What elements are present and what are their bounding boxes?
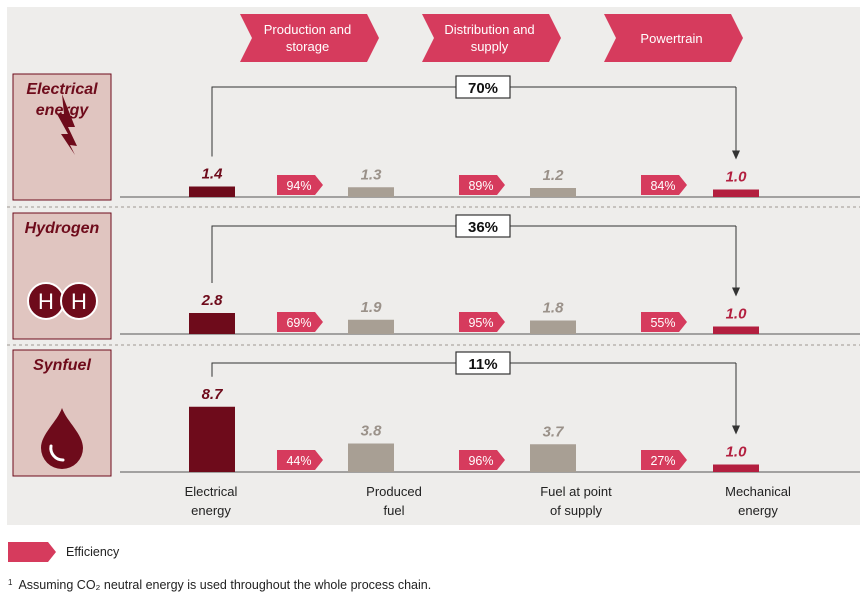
overall-efficiency-label: 36% xyxy=(468,219,498,236)
efficiency-arrow xyxy=(641,175,687,195)
stage-label: supply xyxy=(471,39,509,54)
row-title: Synfuel xyxy=(33,357,91,374)
value-label: 1.8 xyxy=(543,300,565,317)
overall-arrowhead xyxy=(732,287,740,297)
category-label: energy xyxy=(191,503,231,518)
efficiency-label: 95% xyxy=(468,316,493,330)
row-label-box xyxy=(12,73,112,201)
legend-efficiency-swatch xyxy=(8,542,56,562)
row-title: Hydrogen xyxy=(25,220,100,237)
row-label-box xyxy=(12,212,112,340)
footnote-text: Assuming CO₂ neutral energy is used thro… xyxy=(18,578,432,592)
efficiency-label: 84% xyxy=(650,179,675,193)
efficiency-label: 55% xyxy=(650,316,675,330)
value-label: 1.2 xyxy=(543,167,565,184)
bar-electrical-energy xyxy=(189,186,235,197)
overall-efficiency-label: 70% xyxy=(468,80,498,97)
category-label: fuel xyxy=(384,503,405,518)
efficiency-label: 94% xyxy=(286,179,311,193)
efficiency-arrow xyxy=(641,312,687,332)
overall-connector xyxy=(211,225,456,283)
hydrogen-molecule-icon xyxy=(60,282,98,320)
chart: Production and storage Distribution and sup… xyxy=(7,14,860,518)
value-label: 1.9 xyxy=(361,299,383,316)
bar-fuel-at-point-of-supply xyxy=(530,188,576,197)
value-label: 1.4 xyxy=(202,166,224,183)
stage-arrow-distribution-and-supply xyxy=(422,14,561,62)
lightning-icon xyxy=(57,94,77,155)
stage-label: storage xyxy=(286,39,329,54)
row-title: Electrical xyxy=(26,81,98,98)
overall-efficiency-box xyxy=(455,75,511,99)
value-label: 1.0 xyxy=(726,444,748,461)
category-label: Fuel at point xyxy=(540,484,612,499)
efficiency-label: 89% xyxy=(468,179,493,193)
category-label: of supply xyxy=(550,503,603,518)
bar-fuel-at-point-of-supply xyxy=(530,320,576,334)
overall-efficiency-label: 11% xyxy=(468,356,497,373)
efficiency-label: 44% xyxy=(286,454,311,468)
efficiency-label: 27% xyxy=(650,454,675,468)
efficiency-label: 69% xyxy=(286,316,311,330)
bar-fuel-at-point-of-supply xyxy=(530,444,576,472)
overall-arrowhead xyxy=(732,150,740,160)
hydrogen-atom-glyph: H xyxy=(38,289,54,314)
efficiency-arrow xyxy=(277,450,323,470)
chart-panel: Production and storage Distribution and sup… xyxy=(7,7,860,525)
efficiency-arrow xyxy=(459,312,505,332)
category-label: Mechanical xyxy=(725,484,791,499)
legend-label: Efficiency xyxy=(66,545,120,559)
value-label: 1.0 xyxy=(726,306,748,323)
overall-connector xyxy=(211,86,456,157)
efficiency-arrow xyxy=(277,175,323,195)
category-label: Produced xyxy=(366,484,422,499)
footnote: 1 Assuming CO₂ neutral energy is used thr… xyxy=(8,578,431,592)
bar-electrical-energy xyxy=(189,406,235,472)
stage-arrow-production-and-storage xyxy=(240,14,379,62)
overall-connector xyxy=(211,362,456,377)
stage-label: Distribution and xyxy=(444,22,534,37)
stage-arrow-powertrain xyxy=(604,14,743,62)
value-label: 8.7 xyxy=(202,386,224,403)
efficiency-arrow xyxy=(459,175,505,195)
bar-mechanical-energy xyxy=(713,326,759,334)
bar-produced-fuel xyxy=(348,443,394,472)
value-label: 2.8 xyxy=(201,292,224,309)
value-label: 3.8 xyxy=(361,423,383,440)
bar-mechanical-energy xyxy=(713,464,759,472)
footnote-marker: 1 xyxy=(8,578,13,587)
efficiency-arrow xyxy=(459,450,505,470)
bar-produced-fuel xyxy=(348,187,394,197)
category-label: energy xyxy=(738,503,778,518)
efficiency-arrow xyxy=(277,312,323,332)
hydrogen-atom-glyph: H xyxy=(71,289,87,314)
efficiency-arrow xyxy=(641,450,687,470)
stage-label: Powertrain xyxy=(640,31,702,46)
stage-label: Production and xyxy=(264,22,351,37)
overall-efficiency-box xyxy=(455,214,511,238)
bar-produced-fuel xyxy=(348,319,394,334)
overall-efficiency-box xyxy=(455,351,511,375)
category-label: Electrical xyxy=(185,484,238,499)
value-label: 3.7 xyxy=(543,423,565,440)
value-label: 1.0 xyxy=(726,169,748,186)
value-label: 1.3 xyxy=(361,166,383,183)
bar-electrical-energy xyxy=(189,313,235,334)
row-title: energy xyxy=(36,102,90,119)
bar-mechanical-energy xyxy=(713,189,759,197)
efficiency-label: 96% xyxy=(468,454,493,468)
droplet-highlight xyxy=(49,444,65,462)
overall-arrowhead xyxy=(732,425,740,435)
